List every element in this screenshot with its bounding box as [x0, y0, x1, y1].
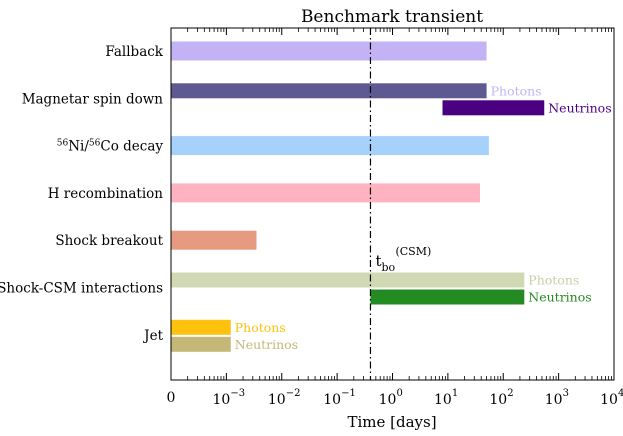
tick-label-m2: 10 — [268, 392, 286, 408]
tick-label-3: 10 — [545, 392, 563, 408]
bar-shock-csm-interactions-neutrinos — [370, 289, 525, 305]
bar-jet-photons — [171, 319, 231, 335]
row-label-h-recombination: H recombination — [48, 186, 164, 202]
tick-label-0: 10 — [379, 392, 397, 408]
bar-label-neutrinos: Neutrinos — [548, 100, 611, 115]
tick-label-4: 10 — [600, 392, 618, 408]
row-label-ni-co-decay: 56Ni/56Co decay — [57, 139, 164, 155]
x-axis-label: Time [days] — [347, 413, 436, 431]
row-label-shock-csm-interactions: Shock-CSM interactions — [0, 281, 163, 297]
bar-ni-co-decay-main — [171, 136, 489, 156]
breakout-time-superscript: (CSM) — [395, 245, 431, 258]
tick-label-zero: 0 — [167, 390, 176, 406]
tick-label-exponent: −2 — [286, 388, 301, 399]
bar-magnetar-spin-down-photons — [171, 83, 487, 99]
plot-frame — [170, 27, 615, 381]
bar-label-neutrinos: Neutrinos — [528, 290, 591, 305]
row-label-jet: Jet — [142, 328, 163, 344]
bar-label-photons: Photons — [528, 273, 579, 288]
row-label-shock-breakout: Shock breakout — [55, 233, 163, 249]
tick-label-exponent: 2 — [507, 388, 513, 399]
bar-label-photons: Photons — [235, 320, 286, 335]
tick-label-1: 10 — [434, 392, 452, 408]
breakout-time-label: t — [375, 252, 381, 270]
bar-h-recombination-main — [171, 183, 480, 203]
bars-layer: Photons Neutrinos Photons Neutrinos Photons N… — [171, 41, 612, 352]
row-label-magnetar-spin-down: Magnetar spin down — [22, 91, 164, 107]
bar-jet-neutrinos — [171, 336, 231, 352]
tick-label-m1: 10 — [323, 392, 341, 408]
tick-label-exponent: 0 — [397, 388, 403, 399]
vline-layer: t bo(CSM) — [369, 28, 431, 380]
row-labels: Fallback Magnetar spin down 56Ni/56Co deca… — [0, 44, 164, 344]
bar-shock-breakout-main — [171, 230, 257, 250]
tick-label-exponent: 4 — [618, 388, 623, 399]
tick-label-exponent: −1 — [341, 388, 356, 399]
chart-title: Benchmark transient — [301, 7, 483, 27]
bar-label-photons: Photons — [491, 83, 542, 98]
tick-label-exponent: 1 — [452, 388, 458, 399]
row-label-fallback: Fallback — [105, 44, 163, 60]
bar-fallback-main — [171, 41, 487, 61]
x-axis-ticks: 0 10 −3 10 −2 10 −1 10 0 10 1 10 2 10 3 10 4 — [167, 28, 623, 408]
tick-label-2: 10 — [489, 392, 507, 408]
bar-magnetar-spin-down-neutrinos — [442, 100, 545, 116]
tick-label-exponent: 3 — [563, 388, 569, 399]
tick-label-m3: 10 — [212, 392, 230, 408]
bar-shock-csm-interactions-photons — [171, 272, 525, 288]
tick-label-exponent: −3 — [230, 388, 245, 399]
bar-label-neutrinos: Neutrinos — [235, 337, 298, 352]
breakout-time-subscript: bo — [381, 261, 395, 274]
